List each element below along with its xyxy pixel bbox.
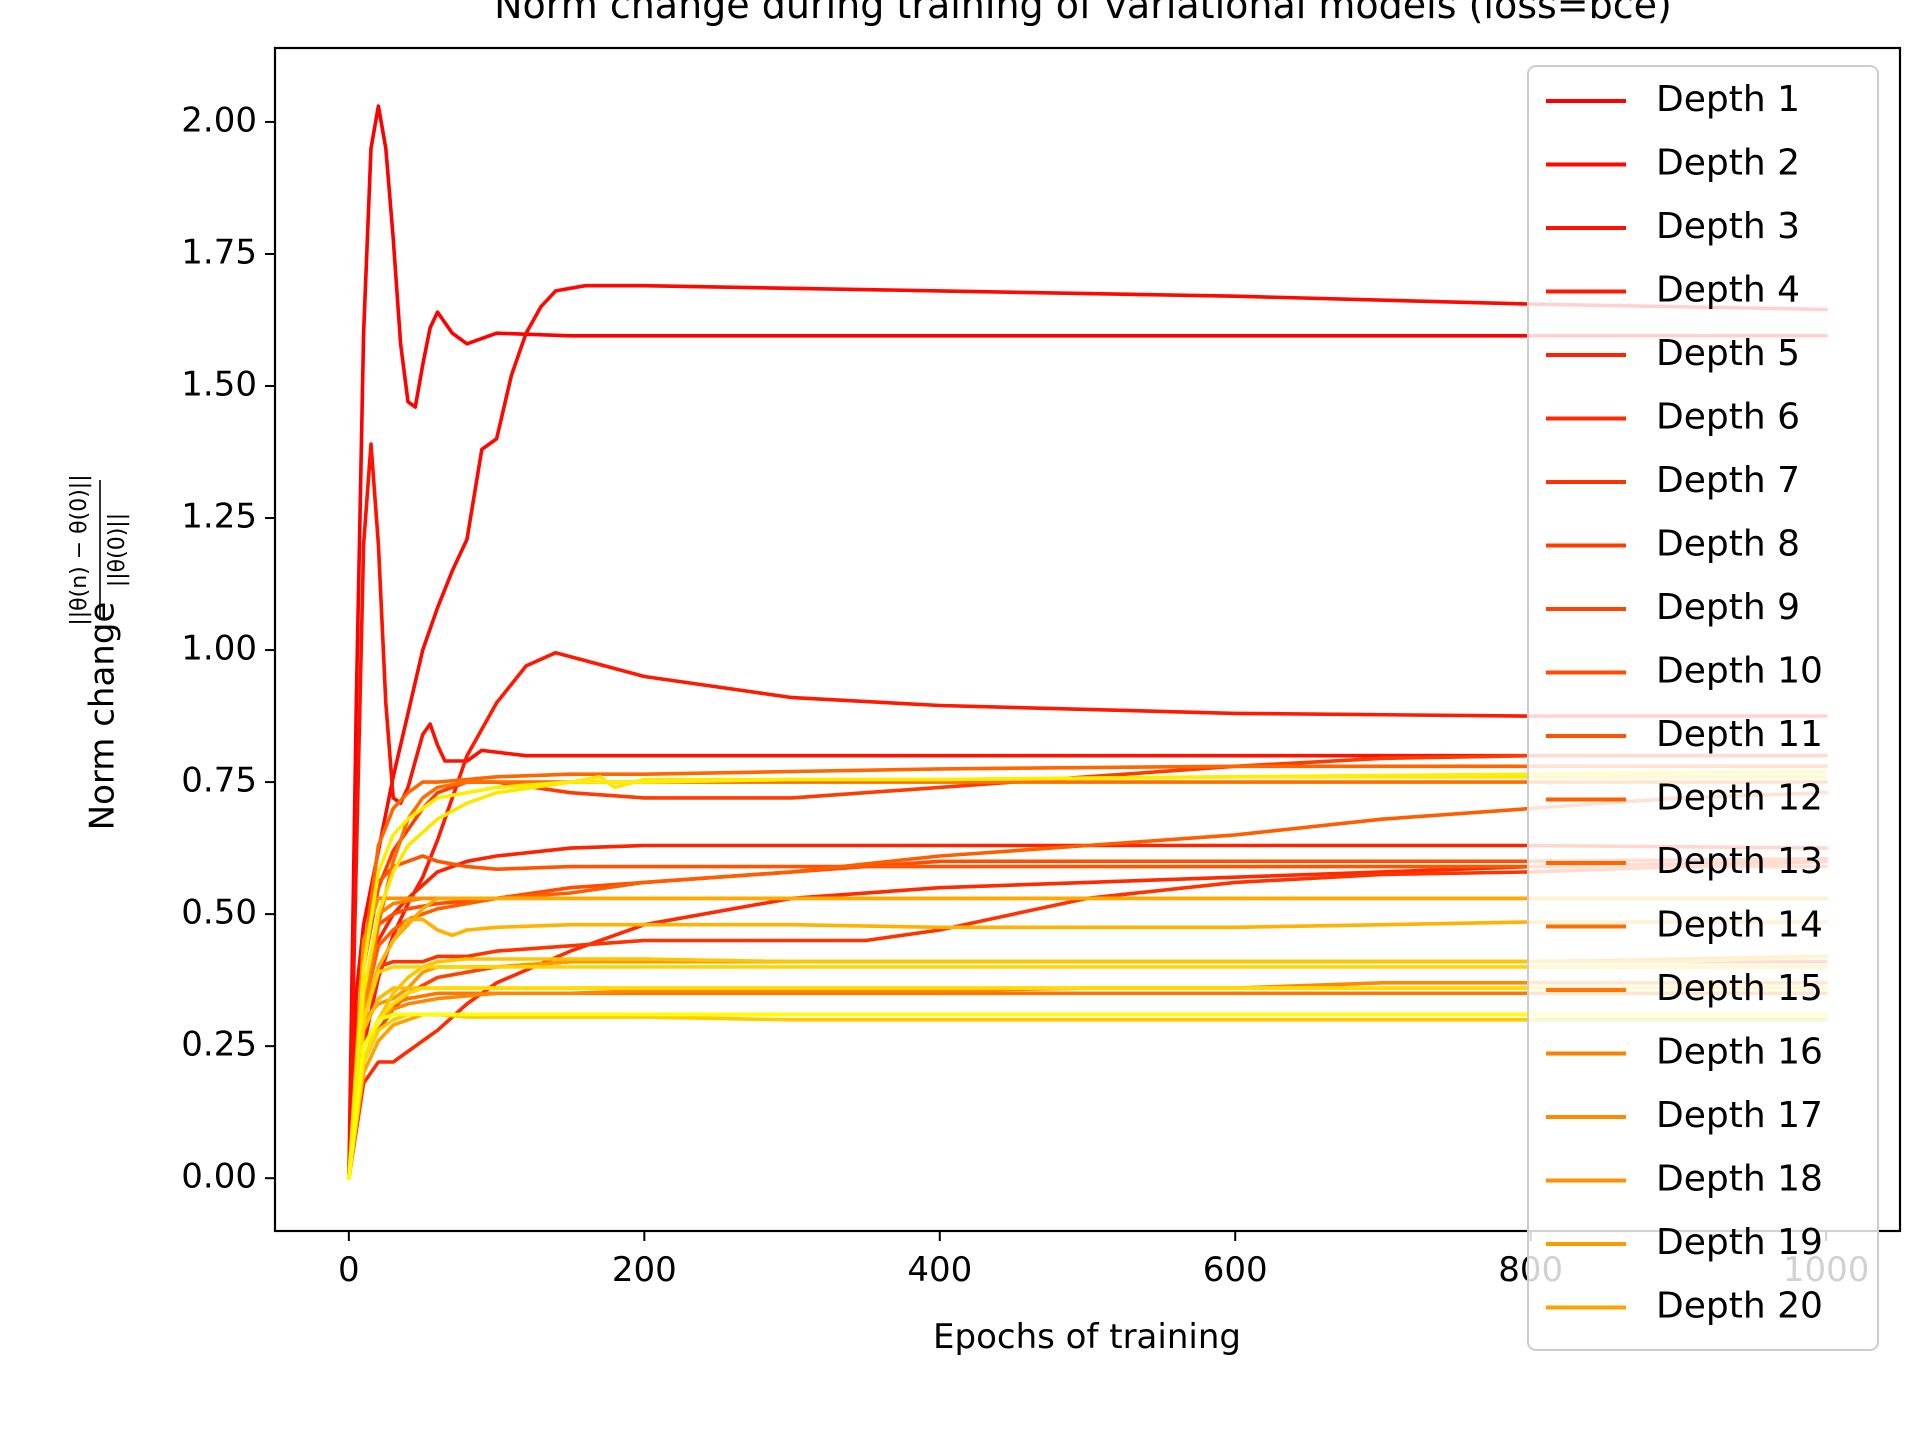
x-tick-label: 400 bbox=[907, 1250, 972, 1290]
series-line-6 bbox=[347, 859, 1828, 1180]
axes-frame bbox=[273, 46, 1902, 1233]
y-axis-label-text: Norm change bbox=[83, 602, 123, 831]
y-axis: 0.00 0.25 0.50 0.75 1.00 1.25 1.50 1.75 2.00 bbox=[181, 100, 275, 1197]
series-line-10 bbox=[347, 856, 1828, 1180]
y-axis-label-numerator: ||θ(n) − θ(0)|| bbox=[67, 474, 92, 625]
y-tick-label: 1.50 bbox=[181, 365, 257, 405]
series-line-1 bbox=[347, 104, 1828, 1180]
legend-label: Depth 7 bbox=[1656, 460, 1800, 501]
series-line-3 bbox=[347, 442, 1828, 1180]
y-tick-label: 1.75 bbox=[181, 232, 257, 272]
legend-label: Depth 1 bbox=[1656, 79, 1800, 120]
series-line-24 bbox=[347, 954, 1828, 1180]
legend-label: Depth 20 bbox=[1656, 1286, 1823, 1327]
y-tick-label: 1.00 bbox=[181, 629, 257, 669]
legend: Depth 1 Depth 2 Depth 3 Depth 4 Depth 5 Depth… bbox=[1527, 65, 1879, 1351]
x-tick-label: 200 bbox=[612, 1250, 677, 1290]
legend-box bbox=[1527, 65, 1879, 1351]
y-axis-label-denominator: ||θ(0)|| bbox=[105, 513, 130, 587]
y-tick-label: 2.00 bbox=[181, 100, 257, 140]
legend-label: Depth 12 bbox=[1656, 778, 1823, 819]
legend-label: Depth 18 bbox=[1656, 1159, 1823, 1200]
legend-label: Depth 3 bbox=[1656, 206, 1800, 247]
y-axis-label: Norm change ||θ(n) − θ(0)|| ||θ(0)|| bbox=[67, 474, 130, 830]
legend-label: Depth 17 bbox=[1656, 1095, 1823, 1136]
legend-label: Depth 16 bbox=[1656, 1032, 1823, 1073]
y-tick-label: 1.25 bbox=[181, 497, 257, 537]
y-tick-label: 0.75 bbox=[181, 761, 257, 801]
series-line-30 bbox=[347, 1012, 1828, 1180]
series-line-26 bbox=[347, 965, 1828, 1180]
y-tick-label: 0.00 bbox=[181, 1157, 257, 1197]
series-line-29 bbox=[347, 769, 1828, 1180]
legend-label: Depth 6 bbox=[1656, 397, 1800, 438]
series-line-4 bbox=[347, 650, 1828, 1180]
legend-items: Depth 1 Depth 2 Depth 3 Depth 4 Depth 5 Depth… bbox=[1546, 79, 1823, 1327]
x-axis-label: Epochs of training bbox=[933, 1317, 1241, 1357]
x-tick-label: 600 bbox=[1203, 1250, 1268, 1290]
chart-title: Norm change during training of variation… bbox=[494, 0, 1672, 27]
legend-label: Depth 2 bbox=[1656, 143, 1800, 184]
legend-label: Depth 15 bbox=[1656, 968, 1823, 1009]
series-line-13 bbox=[347, 764, 1828, 1180]
y-tick-label: 0.50 bbox=[181, 893, 257, 933]
legend-label: Depth 8 bbox=[1656, 524, 1800, 565]
series-line-27 bbox=[347, 986, 1828, 1180]
legend-label: Depth 13 bbox=[1656, 841, 1823, 882]
legend-label: Depth 4 bbox=[1656, 270, 1800, 311]
series-line-25 bbox=[347, 1012, 1828, 1180]
legend-label: Depth 10 bbox=[1656, 651, 1823, 692]
legend-label: Depth 5 bbox=[1656, 333, 1800, 374]
legend-label: Depth 11 bbox=[1656, 714, 1823, 755]
x-tick-label: 0 bbox=[338, 1250, 360, 1290]
series-line-17 bbox=[347, 981, 1828, 1180]
series-line-12 bbox=[347, 790, 1828, 1180]
series-layer bbox=[347, 104, 1828, 1180]
legend-label: Depth 9 bbox=[1656, 587, 1800, 628]
y-tick-label: 0.25 bbox=[181, 1025, 257, 1065]
legend-label: Depth 19 bbox=[1656, 1222, 1823, 1263]
series-line-7 bbox=[347, 859, 1828, 1180]
series-line-5 bbox=[347, 843, 1828, 1180]
series-line-22 bbox=[347, 917, 1828, 1180]
legend-label: Depth 14 bbox=[1656, 905, 1823, 946]
